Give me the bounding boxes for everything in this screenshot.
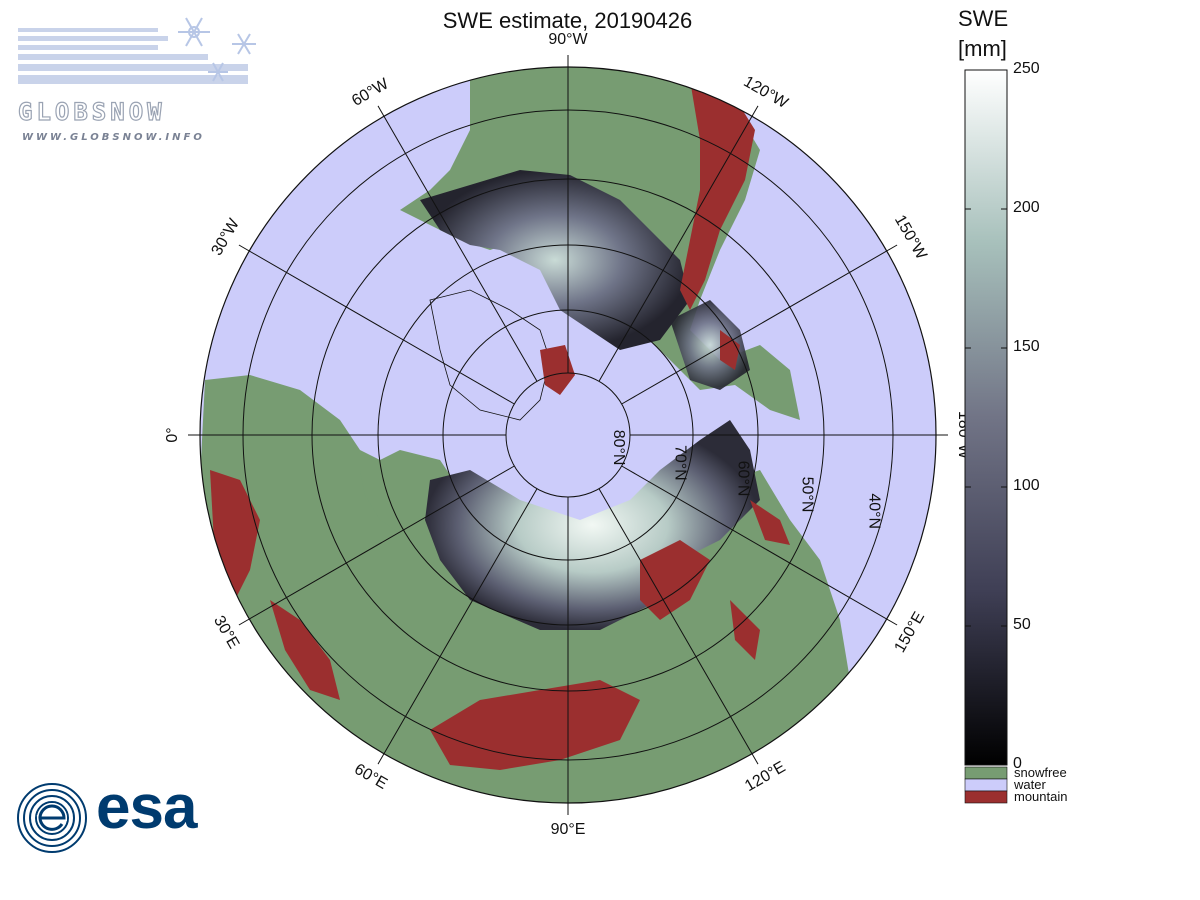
swe-field-west-north-america <box>670 300 750 390</box>
longitude-label: 30°W <box>208 215 243 258</box>
swe-field-eurasia <box>425 420 760 630</box>
meridian-line <box>377 488 538 765</box>
latitude-labels: 80°N 70°N 60°N 50°N 40°N <box>610 430 882 529</box>
colorbar-gradient <box>964 69 1008 766</box>
map-disc <box>200 67 936 803</box>
category-label: mountain <box>1014 789 1068 804</box>
category-label: snowfree <box>1014 765 1067 780</box>
colorbar-ticks <box>965 69 1007 766</box>
swe-colorbar <box>964 69 1008 804</box>
esa-logo <box>14 778 234 858</box>
esa-globe-icon <box>17 783 87 853</box>
colorbar-tick-label: 150 <box>1013 338 1040 355</box>
latitude-label: 40°N <box>865 493 882 529</box>
longitude-label: 150°E <box>892 609 929 655</box>
meridian-line <box>238 465 515 626</box>
meridian-line <box>377 105 538 382</box>
colorbar-categories <box>964 766 1008 804</box>
globsnow-stripes-and-snowflake-icon <box>18 17 256 84</box>
meridian-lines <box>188 55 948 815</box>
mountain-areas <box>210 80 790 770</box>
globsnow-url: WWW.GLOBSNOW.INFO <box>22 132 205 143</box>
colorbar-tick-label: 0 <box>1013 755 1022 772</box>
longitude-label: 150°W <box>891 212 930 263</box>
esa-wordmark: esa <box>96 773 197 842</box>
latitude-label: 70°N <box>671 445 688 481</box>
longitude-label: 120°W <box>741 73 792 112</box>
globsnow-wordmark: GLOBSNOW <box>17 97 166 126</box>
latitude-label: 80°N <box>610 430 627 466</box>
swe-field-north-america <box>420 170 690 350</box>
longitude-label: 30°E <box>210 613 242 652</box>
map-border <box>199 66 937 804</box>
meridian-line <box>238 244 515 405</box>
category-swatch <box>964 766 1008 780</box>
latitude-label: 50°N <box>798 477 815 513</box>
colorbar-tick-label: 250 <box>1013 60 1040 77</box>
longitude-label: 0° <box>164 427 181 442</box>
landmass-greenland <box>429 289 551 421</box>
colorbar-tick-label: 200 <box>1013 199 1040 216</box>
latitude-label: 60°N <box>734 461 751 497</box>
category-swatch <box>964 778 1008 792</box>
colorbar-tick-label: 100 <box>1013 477 1040 494</box>
longitude-label: 60°W <box>349 75 392 110</box>
longitude-label: 90°E <box>551 821 586 838</box>
longitude-label: 60°E <box>351 761 390 793</box>
colorbar-tick-label: 50 <box>1013 616 1031 633</box>
map-title: SWE estimate, 20190426 <box>442 8 693 33</box>
colorbar-units: [mm] <box>958 36 1007 61</box>
meridian-line <box>621 244 898 405</box>
colorbar-title: SWE <box>958 6 1009 31</box>
meridian-line <box>621 465 898 626</box>
meridian-line <box>598 105 759 382</box>
longitude-label: 120°E <box>742 759 788 796</box>
category-label: water <box>1014 777 1046 792</box>
category-swatch <box>964 790 1008 804</box>
meridian-line <box>598 488 759 765</box>
longitude-label: 90°W <box>548 31 588 48</box>
globsnow-logo: GLOBSNOW WWW.GLOBSNOW.INFO <box>17 10 268 143</box>
